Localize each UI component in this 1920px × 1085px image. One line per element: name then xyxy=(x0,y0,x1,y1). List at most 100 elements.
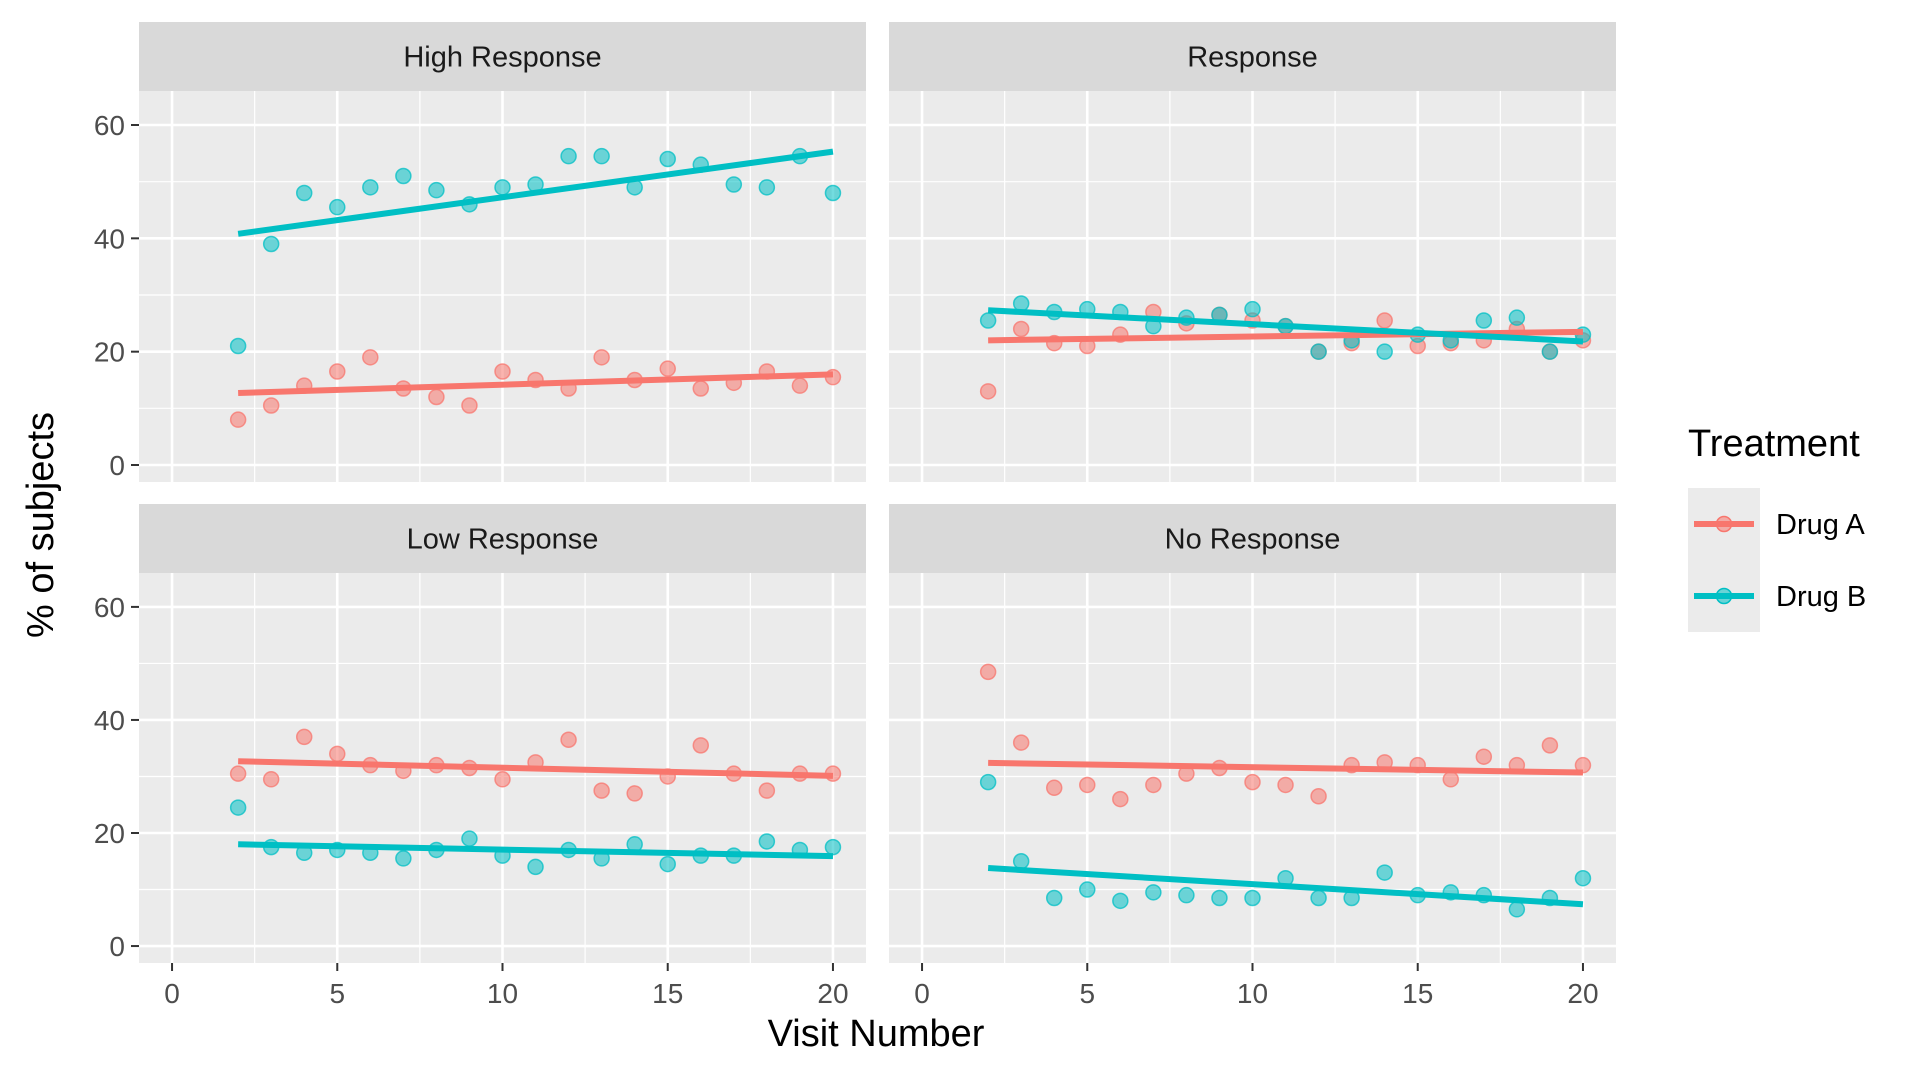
data-point-drug-b xyxy=(979,773,997,791)
panel-no-response: No Response 0 5 10 15 20 xyxy=(889,504,1616,1009)
y-tick-label: 40 xyxy=(94,705,125,736)
data-point-drug-a xyxy=(1376,312,1393,329)
trend-line-drug-b xyxy=(238,841,834,860)
legend-key-background xyxy=(1688,488,1760,632)
data-point-drug-b xyxy=(1045,889,1063,907)
x-tick-label: 5 xyxy=(329,978,345,1009)
data-point-drug-a xyxy=(329,363,346,380)
strip-background xyxy=(889,504,1616,573)
series-drug-b xyxy=(979,773,1592,918)
strip-background xyxy=(139,504,866,573)
data-point-drug-b xyxy=(758,179,776,196)
y-tick-label: 60 xyxy=(94,110,125,141)
data-point-drug-a xyxy=(1145,776,1162,794)
legend: Treatment Drug A Drug B xyxy=(1688,423,1866,632)
x-tick-label: 20 xyxy=(1567,978,1598,1009)
data-point-drug-b xyxy=(229,337,247,355)
legend-entries: Drug A Drug B xyxy=(1694,509,1866,613)
data-point-drug-a xyxy=(1112,790,1129,808)
data-point-drug-b xyxy=(1574,869,1592,887)
data-point-drug-b xyxy=(659,855,676,873)
trend-line-drug-a xyxy=(988,328,1583,344)
data-point-drug-a xyxy=(791,377,809,394)
data-point-drug-a xyxy=(362,349,379,366)
panel-response: Response xyxy=(889,22,1616,482)
panel-title: No Response xyxy=(1165,524,1341,556)
data-point-drug-b xyxy=(229,799,247,816)
data-point-drug-b xyxy=(1112,892,1129,910)
trend-line-drug-a xyxy=(238,371,834,397)
legend-label: Drug B xyxy=(1776,581,1866,613)
panels-layer: High Response 0 20 40 60 Response Low Response… xyxy=(94,22,1616,1009)
data-point-drug-b xyxy=(295,184,313,202)
data-point-drug-a xyxy=(979,383,997,400)
x-tick-label: 0 xyxy=(914,978,930,1009)
data-point-drug-b xyxy=(1310,889,1327,907)
x-axis-title: Visit Number xyxy=(768,1013,985,1055)
y-tick-label: 40 xyxy=(94,223,125,254)
data-point-drug-b xyxy=(824,184,842,202)
data-point-drug-b xyxy=(428,181,445,199)
data-point-drug-b xyxy=(824,838,842,856)
trend-line-drug-a xyxy=(238,758,834,779)
data-point-drug-b xyxy=(1178,886,1195,904)
x-tick-label: 15 xyxy=(652,978,683,1009)
data-point-drug-a xyxy=(692,737,710,754)
data-point-drug-a xyxy=(593,349,610,366)
legend-entry-drug-a: Drug A xyxy=(1694,509,1865,541)
data-point-drug-b xyxy=(1541,343,1559,360)
legend-key-point xyxy=(1715,515,1733,533)
data-point-drug-a xyxy=(262,397,280,414)
data-point-drug-a xyxy=(329,745,346,763)
data-point-drug-b xyxy=(1376,864,1393,881)
data-point-drug-a xyxy=(1012,320,1030,338)
data-point-drug-b xyxy=(1145,884,1162,901)
panel-title: High Response xyxy=(403,42,601,74)
data-point-drug-b xyxy=(1475,312,1493,329)
x-tick-label: 20 xyxy=(817,978,848,1009)
data-point-drug-b xyxy=(758,833,776,850)
trend-line-drug-b xyxy=(987,865,1584,908)
data-point-drug-a xyxy=(560,731,577,748)
data-point-drug-a xyxy=(1244,773,1261,791)
axis-titles-layer: Visit Number % of subjects xyxy=(20,412,985,1055)
panel-title: Low Response xyxy=(407,524,599,556)
data-point-drug-a xyxy=(692,380,710,397)
data-point-drug-b xyxy=(1012,295,1030,312)
data-point-drug-a xyxy=(1442,771,1460,788)
strip-background xyxy=(139,22,866,91)
data-point-drug-a xyxy=(461,397,478,414)
data-point-drug-a xyxy=(229,765,247,782)
panel-low-response: Low Response 0 20 40 60 0 5 10 15 20 xyxy=(94,504,866,1009)
strip-background xyxy=(889,22,1616,91)
data-point-drug-b xyxy=(1310,343,1327,360)
data-point-drug-a xyxy=(758,782,776,799)
data-point-drug-b xyxy=(560,147,577,165)
data-point-drug-b xyxy=(593,147,610,165)
data-point-drug-a xyxy=(1541,737,1559,754)
data-point-drug-b xyxy=(329,198,346,216)
y-tick-label: 20 xyxy=(94,337,125,368)
panel-high-response: High Response 0 20 40 60 xyxy=(94,22,866,482)
data-point-drug-a xyxy=(1310,788,1327,805)
data-point-drug-b xyxy=(395,167,412,185)
y-axis-title: % of subjects xyxy=(20,412,62,638)
data-point-drug-b xyxy=(1012,853,1030,870)
y-tick-label: 20 xyxy=(94,818,125,849)
series-drug-b xyxy=(229,147,842,355)
data-point-drug-a xyxy=(229,411,247,428)
data-point-drug-a xyxy=(295,728,313,746)
x-tick-label: 5 xyxy=(1079,978,1095,1009)
data-point-drug-a xyxy=(494,363,511,380)
x-tick-label: 10 xyxy=(487,978,518,1009)
data-point-drug-b xyxy=(362,179,379,196)
data-point-drug-a xyxy=(626,785,643,802)
y-tick-label: 60 xyxy=(94,592,125,623)
data-point-drug-a xyxy=(1045,779,1063,797)
legend-entry-drug-b: Drug B xyxy=(1694,581,1866,613)
data-point-drug-a xyxy=(1012,734,1030,751)
data-point-drug-a xyxy=(1475,748,1493,765)
data-point-drug-a xyxy=(262,771,280,788)
x-tick-label: 0 xyxy=(164,978,180,1009)
